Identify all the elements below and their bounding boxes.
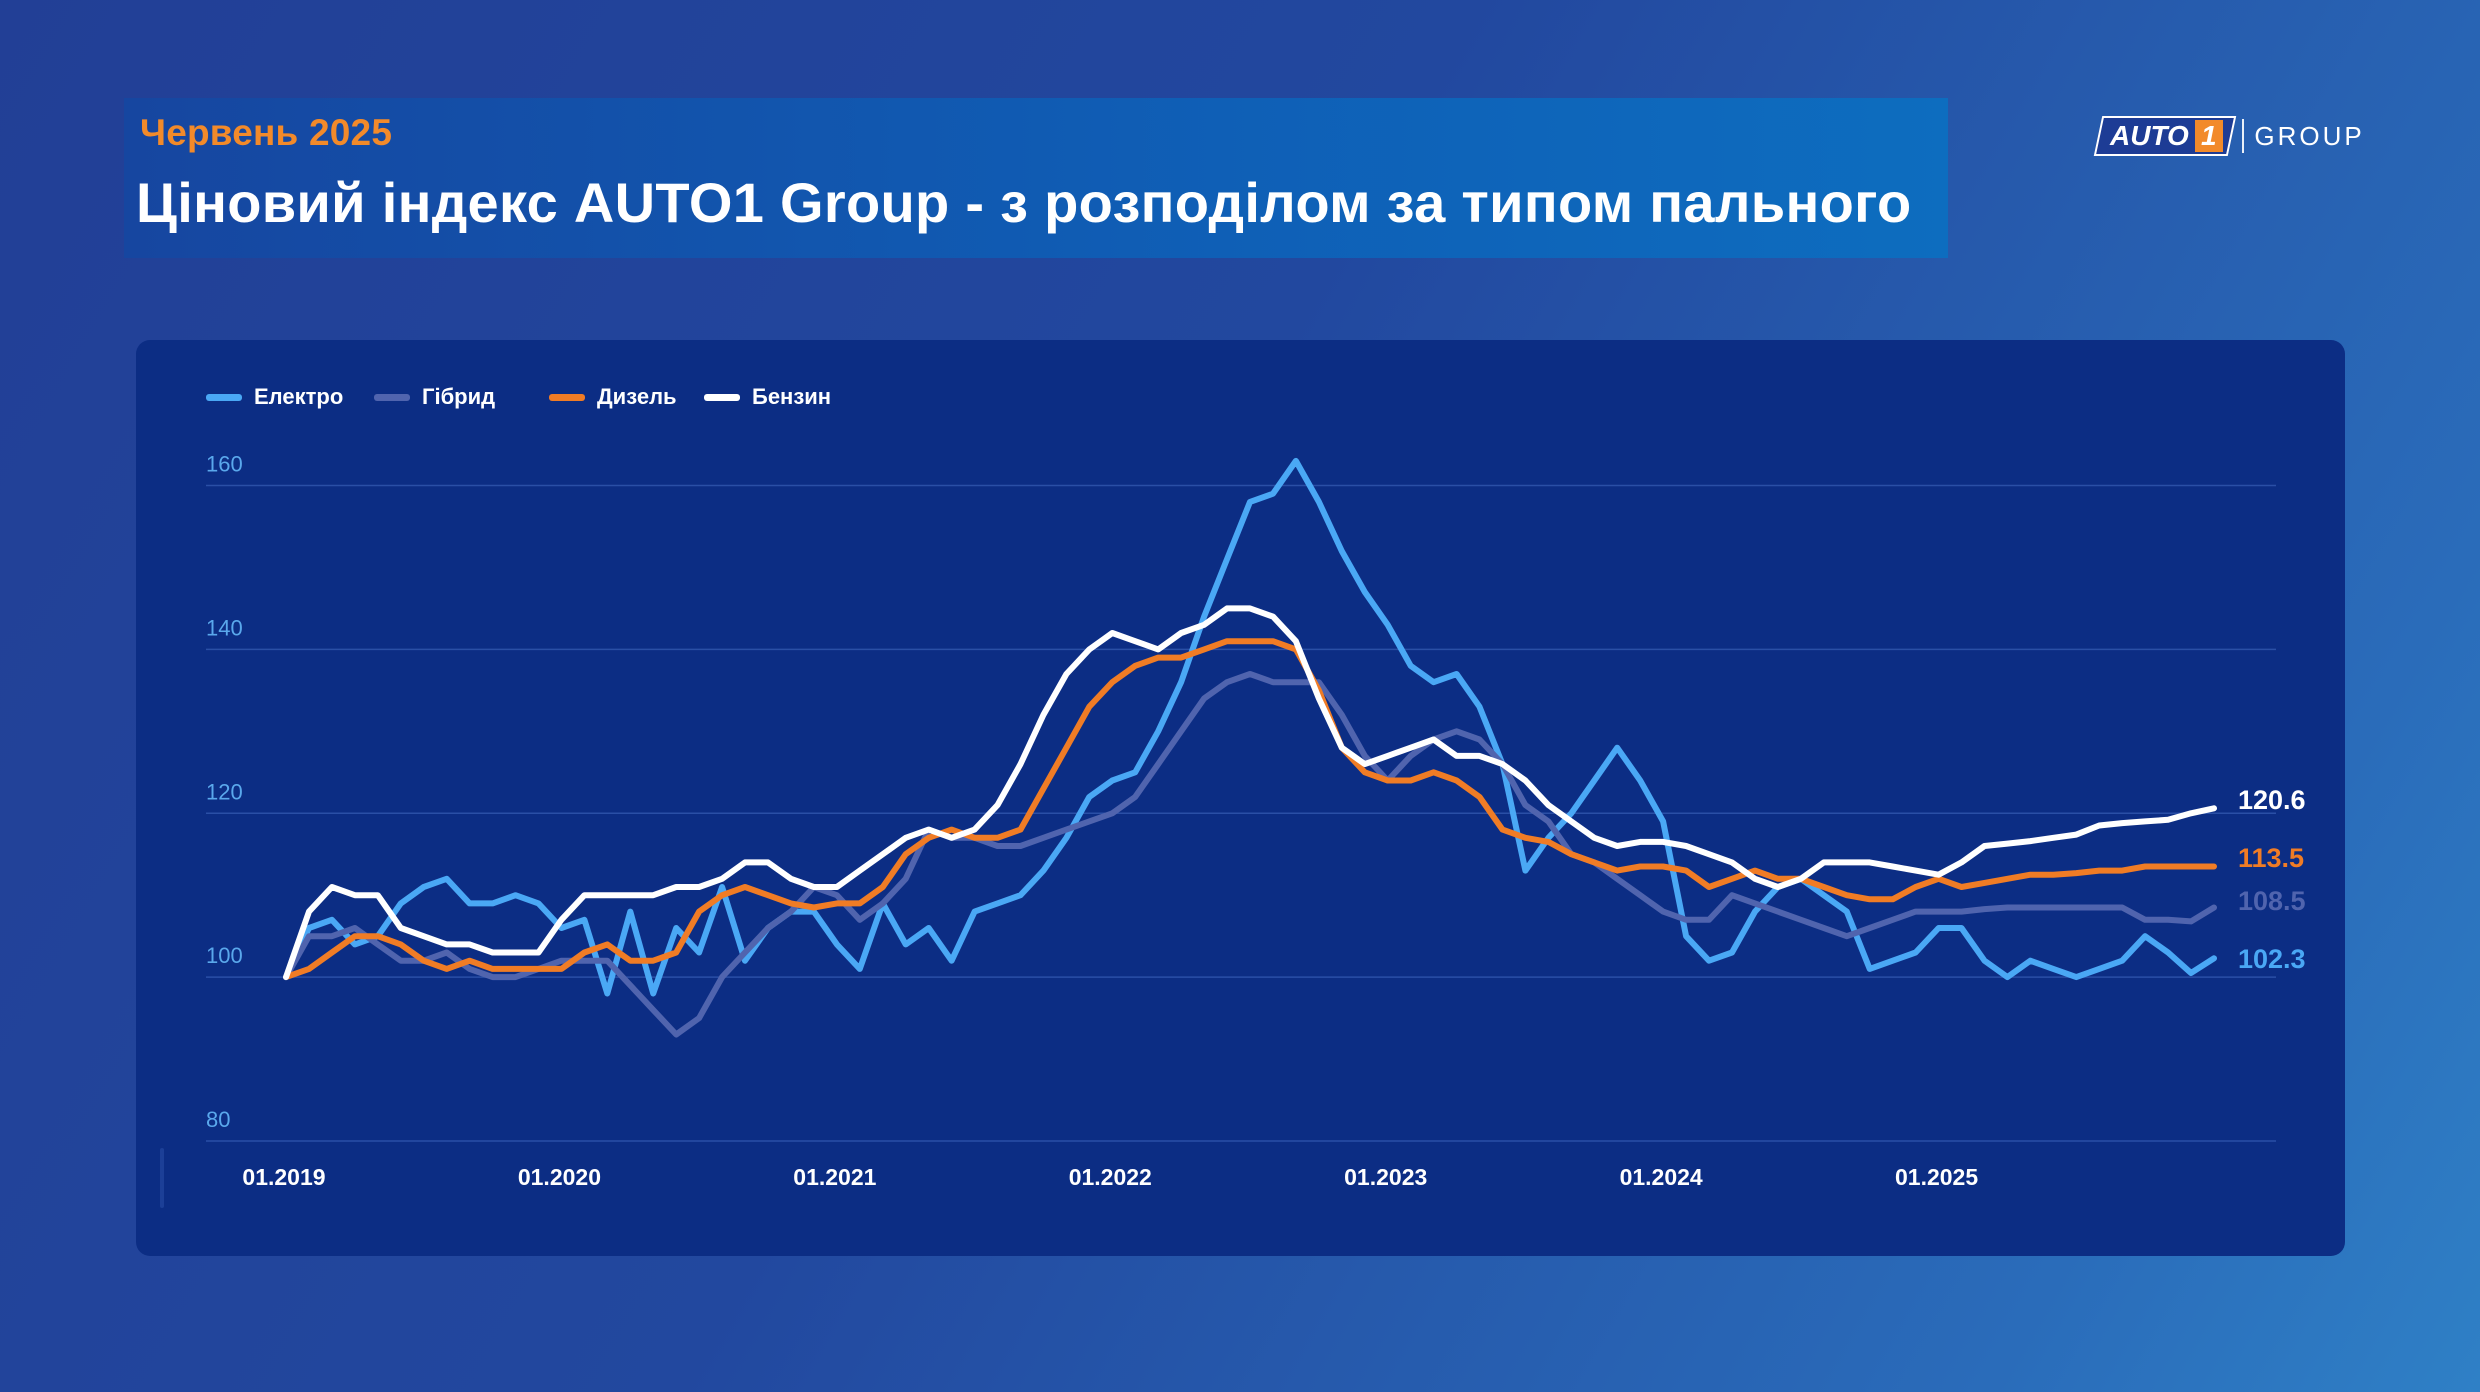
y-tick-label-140: 140 — [206, 615, 243, 640]
series-line-diesel — [283, 638, 2217, 981]
logo-mark: AUTO 1 — [2093, 116, 2237, 156]
page-title: Ціновий індекс AUTO1 Group - з розподіло… — [136, 171, 1912, 234]
legend-item-petrol: Бензин — [704, 382, 831, 412]
auto1-group-logo: AUTO 1 GROUP — [2093, 115, 2365, 157]
y-tick-label-160: 160 — [206, 452, 243, 477]
price-index-chart: 80 100 120 140 160 01.2019 01.2020 01.2021 01.20… — [206, 452, 2306, 1190]
chart-panel: Електро Гібрид Дизель Бензин 80 100 120 140… — [136, 340, 2345, 1256]
legend-swatch-electro — [206, 393, 242, 401]
legend-item-electro: Електро — [206, 382, 343, 412]
x-tick-label-01.2020: 01.2020 — [518, 1164, 601, 1190]
report-date: Червень 2025 — [140, 112, 393, 153]
x-tick-label-01.2022: 01.2022 — [1069, 1164, 1152, 1190]
legend-label-electro: Електро — [254, 384, 344, 409]
end-label-diesel: 113.5 — [2238, 843, 2304, 873]
y-tick-label-80: 80 — [206, 1107, 230, 1132]
header-band: Червень 2025 Ціновий індекс AUTO1 Group … — [124, 98, 1948, 258]
end-label-petrol: 120.6 — [2238, 785, 2306, 815]
legend-item-diesel: Дизель — [549, 382, 677, 412]
legend-label-hybrid: Гібрид — [422, 384, 496, 409]
logo-number: 1 — [2194, 120, 2223, 152]
logo-group-text: GROUP — [2254, 120, 2365, 151]
x-tick-label-01.2025: 01.2025 — [1895, 1164, 1978, 1190]
series-line-petrol — [283, 605, 2217, 981]
end-label-hybrid: 108.5 — [2238, 886, 2306, 916]
legend-swatch-hybrid — [374, 393, 410, 401]
legend-item-hybrid: Гібрид — [374, 382, 495, 412]
legend-swatch-petrol — [704, 393, 740, 401]
y-tick-label-100: 100 — [206, 943, 243, 968]
legend-swatch-diesel — [549, 393, 585, 401]
x-tick-label-01.2019: 01.2019 — [242, 1164, 325, 1190]
series-line-hybrid — [283, 671, 2217, 1038]
y-tick-label-120: 120 — [206, 779, 243, 804]
series-line-electro — [283, 457, 2217, 997]
end-label-electro: 102.3 — [2238, 944, 2306, 974]
legend-label-petrol: Бензин — [752, 384, 832, 409]
legend-label-diesel: Дизель — [597, 384, 677, 409]
x-tick-label-01.2024: 01.2024 — [1620, 1164, 1703, 1190]
panel-edge-marker — [160, 1148, 164, 1208]
logo-word: AUTO — [2110, 120, 2189, 151]
x-tick-label-01.2021: 01.2021 — [793, 1164, 876, 1190]
x-tick-label-01.2023: 01.2023 — [1344, 1164, 1427, 1190]
logo-divider — [2242, 119, 2245, 153]
